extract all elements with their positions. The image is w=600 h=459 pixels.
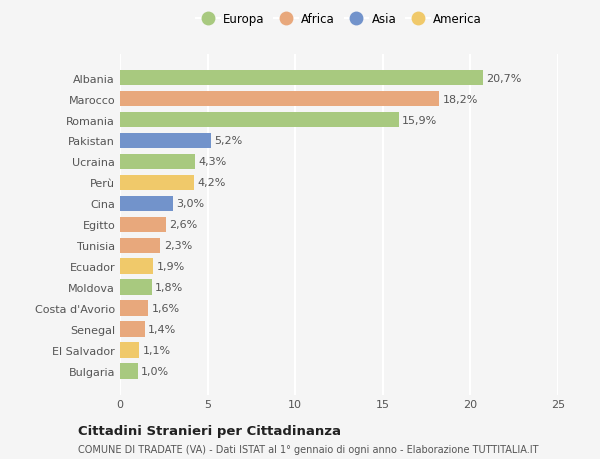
- Text: 2,6%: 2,6%: [169, 220, 197, 230]
- Bar: [120, 154, 196, 170]
- Text: Cittadini Stranieri per Cittadinanza: Cittadini Stranieri per Cittadinanza: [78, 425, 341, 437]
- Bar: [120, 343, 139, 358]
- Bar: [120, 133, 211, 149]
- Bar: [120, 91, 439, 107]
- Bar: [120, 196, 173, 212]
- Text: 1,8%: 1,8%: [155, 283, 183, 293]
- Text: 1,9%: 1,9%: [157, 262, 185, 272]
- Bar: [120, 259, 153, 274]
- Text: 1,0%: 1,0%: [141, 366, 169, 376]
- Text: 1,4%: 1,4%: [148, 325, 176, 335]
- Text: 15,9%: 15,9%: [402, 115, 437, 125]
- Text: 2,3%: 2,3%: [164, 241, 192, 251]
- Text: 4,2%: 4,2%: [197, 178, 226, 188]
- Legend: Europa, Africa, Asia, America: Europa, Africa, Asia, America: [196, 13, 482, 26]
- Bar: [120, 175, 194, 191]
- Bar: [120, 322, 145, 337]
- Bar: [120, 364, 137, 379]
- Text: 20,7%: 20,7%: [486, 73, 521, 84]
- Text: 4,3%: 4,3%: [199, 157, 227, 167]
- Text: 18,2%: 18,2%: [442, 94, 478, 104]
- Text: 1,1%: 1,1%: [143, 346, 171, 356]
- Text: COMUNE DI TRADATE (VA) - Dati ISTAT al 1° gennaio di ogni anno - Elaborazione TU: COMUNE DI TRADATE (VA) - Dati ISTAT al 1…: [78, 444, 539, 454]
- Bar: [120, 238, 160, 254]
- Text: 5,2%: 5,2%: [215, 136, 243, 146]
- Text: 1,6%: 1,6%: [152, 304, 179, 313]
- Bar: [120, 280, 152, 296]
- Bar: [120, 112, 398, 128]
- Bar: [120, 71, 482, 86]
- Bar: [120, 301, 148, 317]
- Text: 3,0%: 3,0%: [176, 199, 204, 209]
- Bar: [120, 217, 166, 233]
